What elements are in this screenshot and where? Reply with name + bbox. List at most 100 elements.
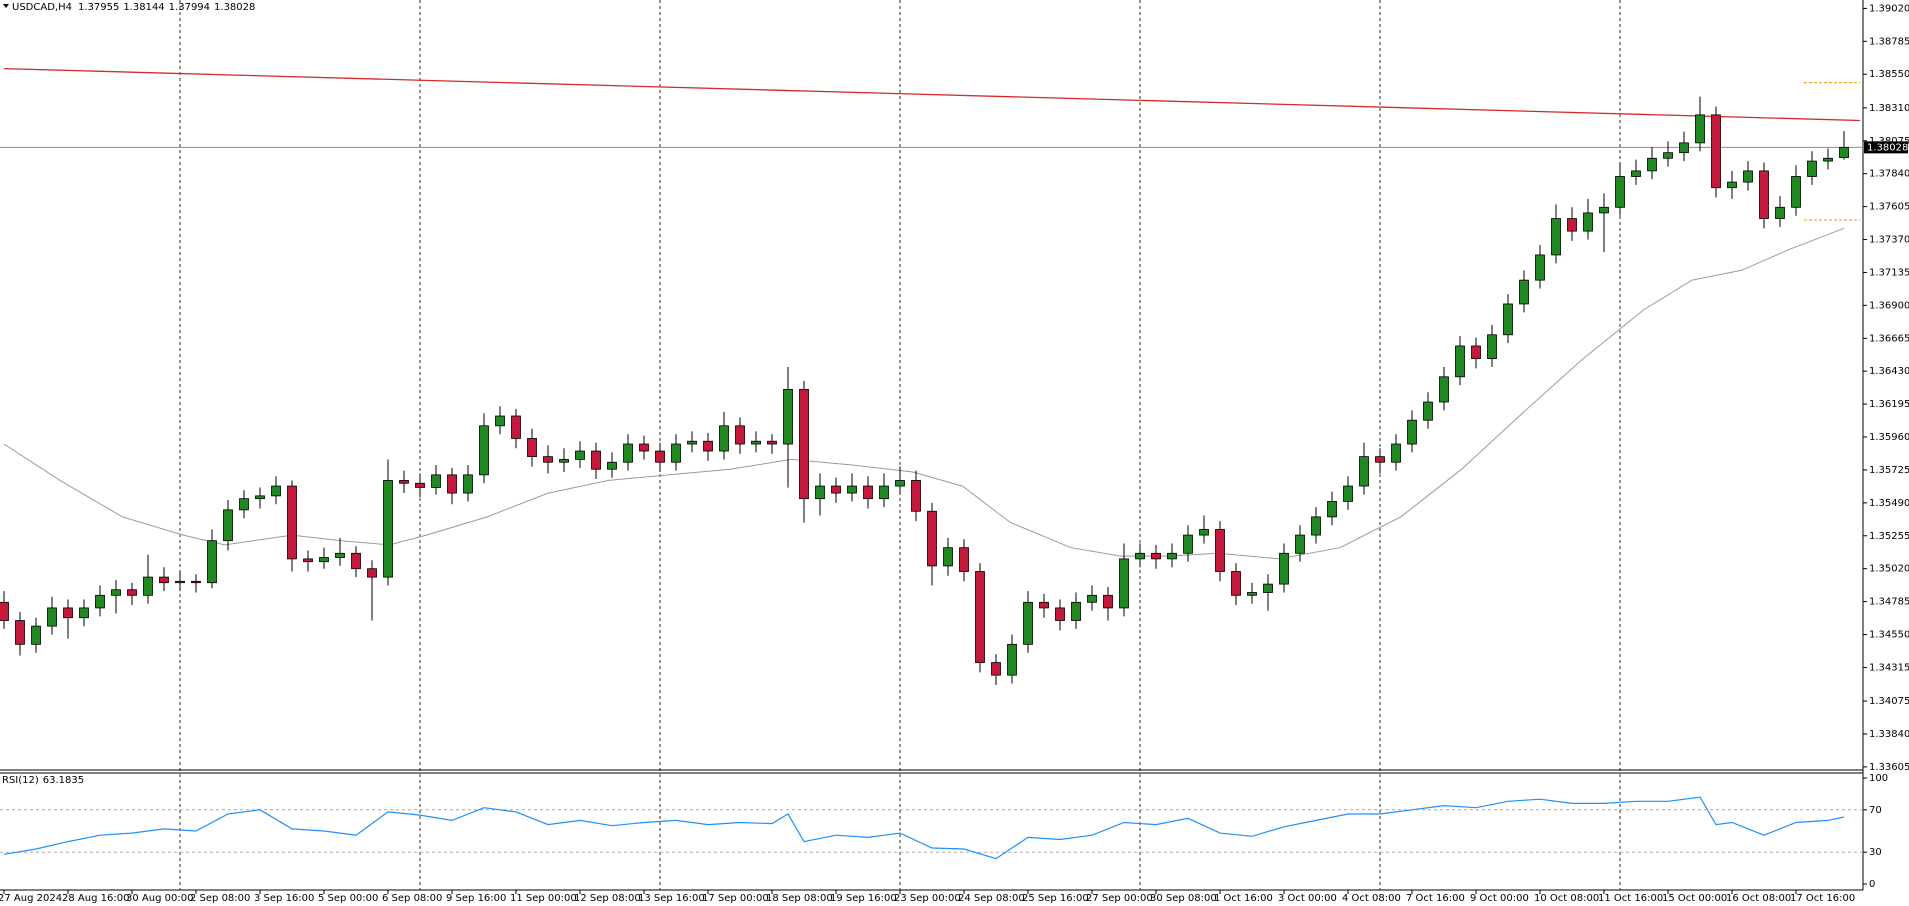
candle-body bbox=[415, 482, 425, 488]
candle-body bbox=[639, 443, 649, 452]
x-tick-label: 25 Sep 16:00 bbox=[1022, 893, 1089, 904]
low-value: 1.37994 bbox=[169, 2, 210, 13]
over-layer: 1.38028 bbox=[1864, 141, 1908, 154]
y-tick-label: 70 bbox=[1869, 805, 1882, 816]
candle-body bbox=[431, 474, 441, 488]
candle-body bbox=[383, 480, 393, 578]
y-tick-label: 0 bbox=[1869, 879, 1875, 890]
y-tick-label: 30 bbox=[1869, 847, 1882, 858]
candle-body bbox=[1519, 279, 1529, 305]
candle-body bbox=[495, 415, 505, 427]
y-tick-label: 1.35255 bbox=[1869, 531, 1909, 542]
y-tick-label: 1.35725 bbox=[1869, 465, 1909, 476]
candle-body bbox=[367, 568, 377, 578]
x-tick-label: 12 Sep 08:00 bbox=[574, 893, 641, 904]
candle-body bbox=[735, 425, 745, 445]
candle-body bbox=[543, 456, 553, 463]
candle-body bbox=[335, 552, 345, 558]
y-tick-label: 1.35960 bbox=[1869, 432, 1909, 443]
candle-body bbox=[1439, 376, 1449, 403]
y-tick-label: 1.38075 bbox=[1869, 136, 1909, 147]
candle-body bbox=[623, 443, 633, 463]
candle-body bbox=[1295, 534, 1305, 554]
candle-body bbox=[319, 557, 329, 563]
candle-body bbox=[1631, 170, 1641, 177]
candle-body bbox=[1599, 206, 1609, 214]
x-tick-label: 16 Oct 08:00 bbox=[1726, 893, 1791, 904]
candle-body bbox=[143, 576, 153, 596]
x-tick-label: 6 Sep 08:00 bbox=[382, 893, 442, 904]
x-tick-label: 27 Aug 2024 bbox=[0, 893, 62, 904]
x-tick-label: 3 Oct 00:00 bbox=[1278, 893, 1337, 904]
candle-body bbox=[159, 576, 169, 584]
candle-body bbox=[1391, 443, 1401, 463]
y-tick-label: 1.36665 bbox=[1869, 333, 1909, 344]
candle-body bbox=[943, 547, 953, 567]
candle-body bbox=[1183, 534, 1193, 554]
x-tick-label: 24 Sep 08:00 bbox=[958, 893, 1025, 904]
rsi-name: RSI(12) bbox=[2, 775, 39, 786]
candle-body bbox=[1455, 345, 1465, 378]
y-tick-label: 1.38785 bbox=[1869, 36, 1909, 47]
candle-body bbox=[287, 485, 297, 560]
candle-body bbox=[1775, 206, 1785, 219]
candle-body bbox=[895, 480, 905, 487]
candle-body bbox=[1487, 334, 1497, 359]
candle-body bbox=[1231, 571, 1241, 596]
current-price-label: 1.38028 bbox=[1867, 142, 1908, 153]
candle-body bbox=[815, 485, 825, 500]
x-tick-label: 11 Oct 16:00 bbox=[1598, 893, 1663, 904]
candle-body bbox=[47, 607, 57, 627]
candle-body bbox=[1663, 152, 1673, 159]
candle-body bbox=[463, 474, 473, 494]
candle-body bbox=[175, 580, 185, 584]
candle-body bbox=[1567, 218, 1577, 232]
y-tick-label: 1.36900 bbox=[1869, 300, 1909, 311]
candle-body bbox=[591, 450, 601, 470]
candle-body bbox=[559, 459, 569, 463]
menu-triangle[interactable] bbox=[3, 4, 9, 8]
moving-average bbox=[3, 227, 1845, 560]
candle-body bbox=[1711, 114, 1721, 189]
candle-body bbox=[351, 552, 361, 570]
candle-body bbox=[1695, 114, 1705, 144]
candle-body bbox=[1839, 146, 1849, 158]
candle-body bbox=[255, 495, 265, 500]
candle-body bbox=[1807, 160, 1817, 177]
x-tick-label: 9 Oct 00:00 bbox=[1470, 893, 1529, 904]
candle-body bbox=[191, 580, 201, 584]
candle-body bbox=[1679, 142, 1689, 154]
y-tick-label: 100 bbox=[1869, 773, 1888, 784]
candle-body bbox=[0, 601, 9, 621]
close-value: 1.38028 bbox=[214, 2, 255, 13]
open-value: 1.37955 bbox=[78, 2, 119, 13]
x-tick-label: 30 Sep 08:00 bbox=[1150, 893, 1217, 904]
candle-body bbox=[719, 425, 729, 452]
candle-body bbox=[527, 438, 537, 458]
candle-body bbox=[31, 625, 41, 645]
candle-body bbox=[1151, 552, 1161, 560]
x-tick-label: 11 Sep 00:00 bbox=[510, 893, 577, 904]
candle-body bbox=[863, 485, 873, 500]
candle-body bbox=[511, 415, 521, 439]
y-tick-label: 1.37135 bbox=[1869, 267, 1909, 278]
candle-body bbox=[1375, 456, 1385, 463]
candle-body bbox=[927, 510, 937, 567]
candle-body bbox=[79, 607, 89, 619]
candle-body bbox=[1119, 558, 1129, 609]
candle-body bbox=[1103, 594, 1113, 609]
candle-body bbox=[1007, 643, 1017, 676]
candle-body bbox=[447, 474, 457, 494]
y-tick-label: 1.34075 bbox=[1869, 696, 1909, 707]
candle-body bbox=[1551, 218, 1561, 256]
candle-body bbox=[1023, 601, 1033, 645]
x-tick-label: 4 Oct 08:00 bbox=[1342, 893, 1401, 904]
y-tick-label: 1.35020 bbox=[1869, 564, 1909, 575]
candle-body bbox=[1279, 552, 1289, 585]
x-tick-label: 9 Sep 16:00 bbox=[446, 893, 506, 904]
candle-body bbox=[479, 425, 489, 476]
y-tick-label: 1.38550 bbox=[1869, 69, 1909, 80]
y-tick-label: 1.37840 bbox=[1869, 169, 1909, 180]
x-tick-label: 17 Oct 16:00 bbox=[1790, 893, 1855, 904]
candle-body bbox=[1247, 592, 1257, 596]
